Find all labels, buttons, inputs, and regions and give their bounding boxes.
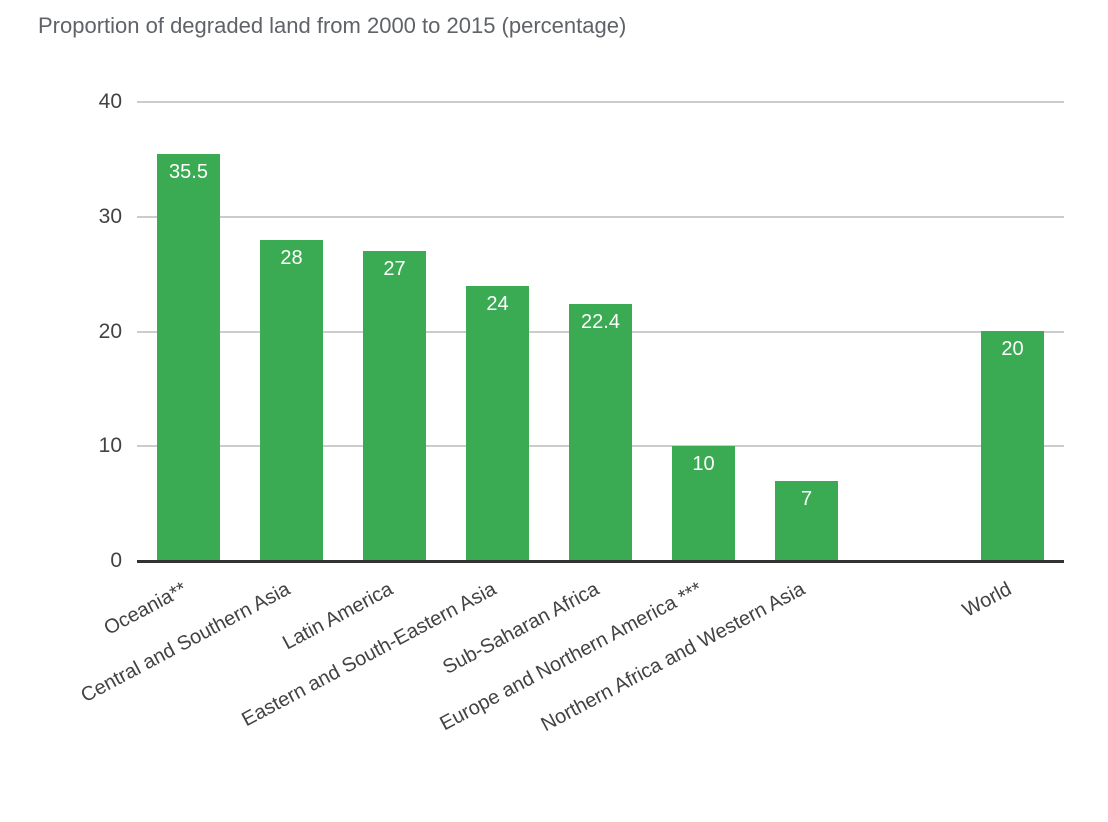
bar-sub-saharan-africa[interactable]: 22.4: [569, 304, 632, 561]
bar-world[interactable]: 20: [981, 331, 1044, 561]
bar-northern-africa-and-western-asia[interactable]: 7: [775, 481, 838, 561]
x-axis-category-label: Oceania**: [100, 578, 191, 640]
bar-value-label: 7: [800, 488, 813, 510]
bar-value-label: 28: [280, 247, 303, 269]
bar-value-label: 22.4: [581, 311, 620, 333]
bar-eastern-and-south-eastern-asia[interactable]: 24: [466, 286, 529, 561]
y-axis-tick-label: 30: [98, 204, 122, 228]
bar-value-label: 35.5: [169, 161, 208, 183]
bar-oceania[interactable]: 35.5: [157, 154, 220, 561]
bar-central-and-southern-asia[interactable]: 28: [260, 240, 323, 561]
bar-value-label: 27: [383, 258, 406, 280]
y-axis-tick-label: 40: [98, 90, 122, 113]
bar-latin-america[interactable]: 27: [363, 251, 426, 561]
bar-value-label: 24: [486, 293, 509, 315]
bar-value-label: 20: [1001, 338, 1024, 360]
gridline: [137, 215, 1064, 218]
bar-value-label: 10: [692, 453, 715, 475]
gridline: [137, 101, 1064, 103]
x-axis-line: [137, 560, 1064, 563]
bar-europe-and-northern-america[interactable]: 10: [672, 446, 735, 561]
chart-title: Proportion of degraded land from 2000 to…: [38, 13, 627, 38]
x-axis-category-label: World: [958, 578, 1015, 622]
y-axis-tick-label: 10: [98, 434, 122, 458]
y-axis-tick-label: 20: [98, 319, 122, 343]
y-axis-tick-label: 0: [110, 549, 122, 572]
